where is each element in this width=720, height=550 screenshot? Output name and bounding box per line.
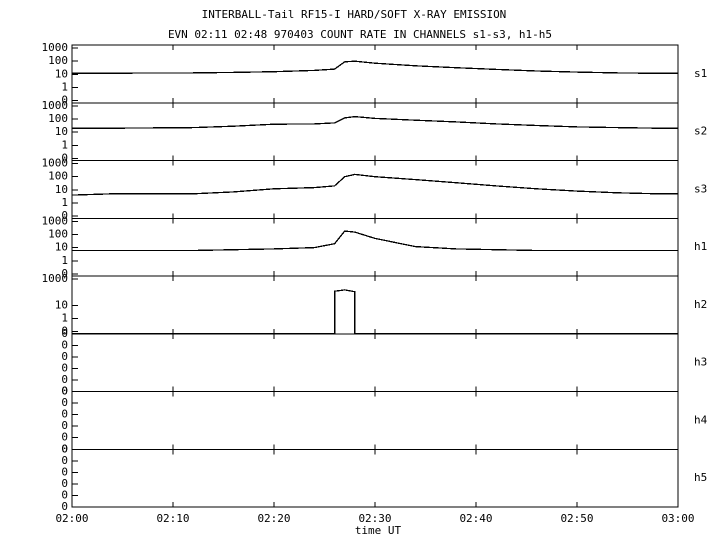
y-tick-label: 0 <box>61 151 68 164</box>
x-tick-label: 02:10 <box>156 512 189 525</box>
y-tick-label: 0 <box>61 94 68 107</box>
y-tick-label: 0 <box>61 465 68 478</box>
y-tick-label: 1 <box>61 312 68 325</box>
channel-label: h3 <box>694 356 707 369</box>
channel-label: h4 <box>694 413 708 426</box>
y-tick-label: 0 <box>61 373 68 386</box>
y-tick-label: 100 <box>48 227 68 240</box>
series-line <box>72 289 678 335</box>
y-tick-label: 0 <box>61 385 68 398</box>
y-tick-label: 0 <box>61 325 68 338</box>
panel-frame <box>71 275 679 335</box>
y-tick-label: 0 <box>61 361 68 374</box>
x-tick-label: 02:50 <box>560 512 593 525</box>
y-tick-label: 0 <box>61 488 68 501</box>
series-line <box>72 230 678 252</box>
panel-frame <box>71 333 679 392</box>
x-tick-label: 02:40 <box>459 512 492 525</box>
y-tick-label: 1 <box>61 196 68 209</box>
y-tick-label: 1 <box>61 254 68 267</box>
series-line <box>71 173 678 196</box>
y-tick-label: 0 <box>61 477 68 490</box>
y-tick-label: 0 <box>61 385 68 398</box>
y-tick-label: 0 <box>61 350 68 363</box>
y-tick-label: 100 <box>48 54 68 67</box>
y-tick-label: 10 <box>55 67 68 80</box>
y-tick-label: 1000 <box>42 214 69 227</box>
channel-label: h2 <box>694 298 707 311</box>
series-line <box>72 60 678 74</box>
channel-label: h1 <box>694 240 707 253</box>
y-tick-label: 0 <box>61 396 68 409</box>
panel-frame <box>71 391 679 450</box>
y-tick-label: 0 <box>61 267 68 280</box>
channel-label: s1 <box>694 67 707 80</box>
series-line <box>72 115 678 129</box>
y-tick-label: 1000 <box>42 41 69 54</box>
y-tick-label: 1000 <box>42 272 69 285</box>
panel-frame <box>71 448 679 508</box>
channel-label: s2 <box>694 125 707 138</box>
x-axis-label: time UT <box>355 524 402 537</box>
y-tick-label: 100 <box>48 170 68 183</box>
y-tick-label: 10 <box>55 183 68 196</box>
channel-label: h5 <box>694 471 707 484</box>
x-tick-label: 02:20 <box>257 512 290 525</box>
y-tick-label: 1 <box>61 81 68 94</box>
y-tick-label: 0 <box>61 500 68 513</box>
x-tick-label: 03:00 <box>661 512 694 525</box>
panel-frame <box>71 217 679 277</box>
y-tick-label: 0 <box>61 419 68 432</box>
chart-title: INTERBALL-Tail RF15-I HARD/SOFT X-RAY EM… <box>202 8 507 21</box>
y-tick-label: 0 <box>61 408 68 421</box>
y-tick-label: 0 <box>61 431 68 444</box>
panel-frame <box>71 44 679 104</box>
x-tick-label: 02:30 <box>358 512 391 525</box>
y-tick-label: 0 <box>61 209 68 222</box>
y-tick-label: 1000 <box>42 157 69 170</box>
y-tick-label: 0 <box>61 442 68 455</box>
panel-frame <box>71 160 679 219</box>
y-tick-label: 0 <box>61 327 68 340</box>
y-tick-label: 10 <box>55 125 68 138</box>
panel-frame <box>71 102 679 161</box>
y-tick-label: 0 <box>61 442 68 455</box>
channel-label: s3 <box>694 182 707 195</box>
chart-subtitle: EVN 02:11 02:48 970403 COUNT RATE IN CHA… <box>168 28 552 41</box>
y-tick-label: 10 <box>55 241 68 254</box>
y-tick-label: 10 <box>55 298 68 311</box>
y-tick-label: 0 <box>61 454 68 467</box>
x-tick-label: 02:00 <box>55 512 88 525</box>
y-tick-label: 1000 <box>42 99 69 112</box>
y-tick-label: 0 <box>61 338 68 351</box>
y-tick-label: 100 <box>48 112 68 125</box>
y-tick-label: 1 <box>61 138 68 151</box>
